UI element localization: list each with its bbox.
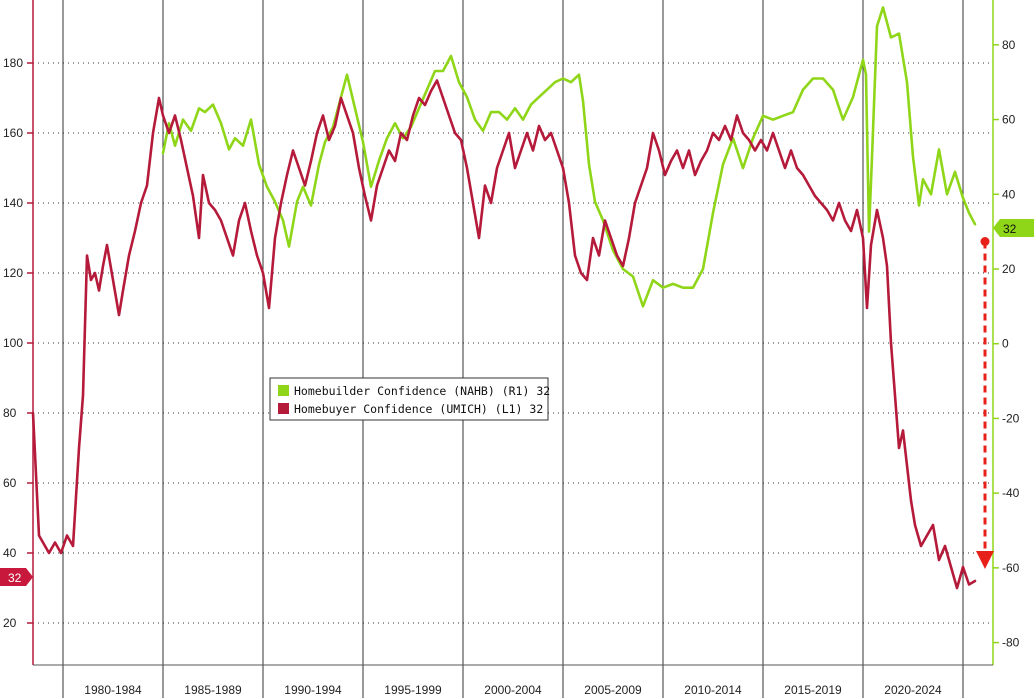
right-tick-label: -40 xyxy=(1002,486,1020,500)
left-value-badge-shape xyxy=(0,568,33,586)
left-tick-label: 60 xyxy=(3,476,17,490)
legend: Homebuilder Confidence (NAHB) (R1) 32 Ho… xyxy=(269,377,550,421)
legend-label-nahb: Homebuilder Confidence (NAHB) (R1) 32 xyxy=(294,384,550,398)
left-tick-label: 40 xyxy=(3,546,17,560)
right-tick-label: -80 xyxy=(1002,636,1020,650)
right-tick-label: 20 xyxy=(1002,262,1016,276)
left-tick-label: 20 xyxy=(3,616,17,630)
x-tick-label: 1985-1989 xyxy=(184,683,242,697)
series-line-nahb xyxy=(161,6,977,308)
right-tick-label: -20 xyxy=(1002,411,1020,425)
arrow-head xyxy=(976,551,994,569)
left-tick-label: 160 xyxy=(3,126,23,140)
right-value-badge-shape xyxy=(993,219,1034,237)
legend-swatch-umich xyxy=(278,403,289,414)
x-tick-label: 2020-2024 xyxy=(884,683,942,697)
left-value-badge: 32 xyxy=(0,568,33,586)
left-axis-ticks: 20 40 60 80 100 120 140 160 180 xyxy=(3,56,33,630)
x-tick-label: 1990-1994 xyxy=(284,683,342,697)
x-tick-label: 1980-1984 xyxy=(84,683,142,697)
left-tick-label: 120 xyxy=(3,266,23,280)
left-tick-label: 80 xyxy=(3,406,17,420)
left-tick-label: 100 xyxy=(3,336,23,350)
right-axis-ticks: -80 -60 -40 -20 0 20 40 60 80 xyxy=(993,38,1020,650)
right-tick-label: 80 xyxy=(1002,38,1016,52)
annotation-layer xyxy=(976,237,994,569)
x-tick-label: 2005-2009 xyxy=(584,683,642,697)
x-tick-label: 1995-1999 xyxy=(384,683,442,697)
legend-swatch-nahb xyxy=(278,385,289,396)
legend-box xyxy=(269,377,549,421)
legend-label-umich: Homebuyer Confidence (UMICH) (L1) 32 xyxy=(294,402,543,416)
x-tick-label: 2010-2014 xyxy=(684,683,742,697)
left-tick-label: 140 xyxy=(3,196,23,210)
right-tick-label: -60 xyxy=(1002,561,1020,575)
x-tick-label: 2000-2004 xyxy=(484,683,542,697)
series-line-umich xyxy=(31,79,977,590)
x-tick-label: 2015-2019 xyxy=(784,683,842,697)
right-tick-label: 60 xyxy=(1002,113,1016,127)
right-tick-label: 40 xyxy=(1002,187,1016,201)
right-value-badge: 32 xyxy=(993,219,1034,237)
left-value-badge-label: 32 xyxy=(8,571,22,585)
right-tick-label: 0 xyxy=(1002,337,1009,351)
x-axis-tick-labels: 1980-1984 1985-1989 1990-1994 1995-1999 2000… xyxy=(84,683,942,697)
left-tick-label: 180 xyxy=(3,56,23,70)
series-layer xyxy=(31,6,977,590)
right-value-badge-label: 32 xyxy=(1003,222,1017,236)
